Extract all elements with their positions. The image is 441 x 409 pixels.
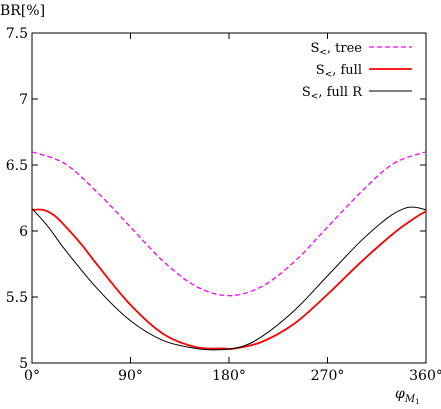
y-tick-label: 5.5 xyxy=(6,290,28,306)
tick-labels: 0° 90° 180° 270° 360° 5 5.5 6 6.5 7 7.5 xyxy=(6,26,441,384)
series-line-3 xyxy=(31,206,427,351)
x-axis-title-subsub: 1 xyxy=(415,398,419,406)
legend-label-3: S<, full R xyxy=(302,85,363,102)
x-axis-title: φM1 xyxy=(395,386,420,406)
x-tick-label: 360° xyxy=(409,368,441,384)
x-axis-title-base: φ xyxy=(395,386,405,402)
series-line-2 xyxy=(31,208,427,350)
y-tick-label: 6.5 xyxy=(6,158,28,174)
plot-frame xyxy=(31,32,427,364)
axis-ticks xyxy=(31,32,427,364)
y-tick-label: 5 xyxy=(19,356,28,372)
series-line-1 xyxy=(31,151,427,297)
y-tick-label: 7.5 xyxy=(6,26,28,42)
x-axis-title-sub: M xyxy=(404,394,416,405)
x-tick-label: 90° xyxy=(118,368,143,384)
y-tick-label: 6 xyxy=(19,224,28,240)
legend-label-1: S<, tree xyxy=(310,41,362,58)
y-axis-title: BR[%] xyxy=(0,3,45,19)
x-tick-label: 180° xyxy=(212,368,246,384)
legend: S<, tree S<, full S<, full R xyxy=(302,41,412,102)
x-tick-label: 0° xyxy=(24,368,40,384)
series-lines xyxy=(31,151,427,351)
y-tick-label: 7 xyxy=(19,92,28,108)
legend-label-2: S<, full xyxy=(316,63,362,80)
x-tick-label: 270° xyxy=(311,368,345,384)
